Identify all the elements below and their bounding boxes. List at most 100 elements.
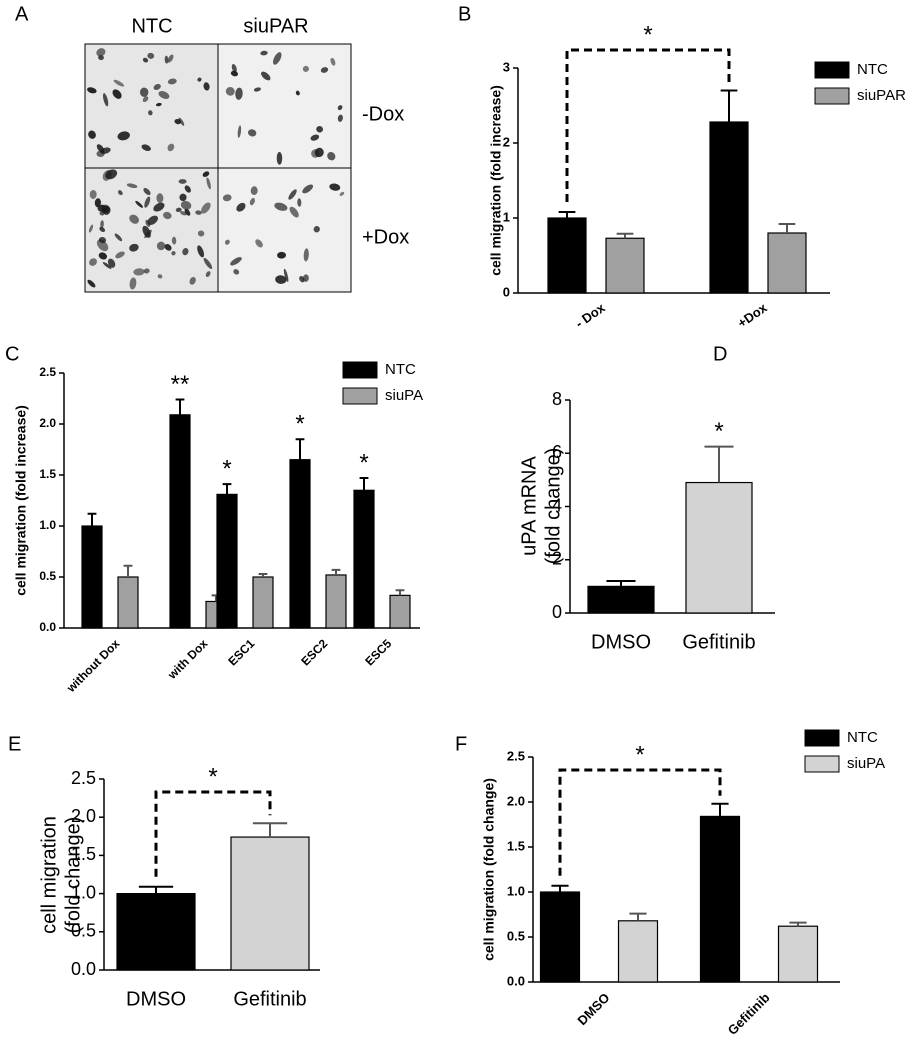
bar: [777, 925, 819, 983]
legend-swatch: [804, 755, 840, 773]
cell: [114, 233, 123, 242]
cell: [98, 252, 108, 260]
cell: [203, 257, 213, 270]
cell: [237, 125, 242, 138]
legend-swatch: [342, 387, 378, 405]
cell: [253, 87, 261, 92]
error-bar: [558, 211, 576, 218]
cell: [99, 226, 106, 232]
error-bar: [395, 589, 405, 596]
cell: [249, 197, 255, 206]
cell: [144, 196, 151, 208]
cell: [299, 276, 305, 283]
micrographs: [84, 43, 352, 293]
y-tick-label: 2.0: [39, 416, 56, 430]
bar: [617, 920, 659, 983]
cell: [147, 52, 155, 59]
cell: [337, 114, 343, 122]
error-bar: [258, 572, 268, 577]
y-axis-label: (fold change): [542, 448, 564, 565]
cell: [167, 143, 175, 152]
legend-label: NTC: [847, 729, 878, 746]
cell: [129, 277, 137, 290]
y-tick-label: 2.0: [71, 806, 96, 826]
bar: [547, 217, 587, 294]
cell: [283, 268, 289, 282]
cell: [164, 244, 172, 251]
cell: [102, 93, 109, 107]
bar: [539, 891, 581, 983]
cell: [126, 183, 138, 189]
cell: [94, 198, 101, 208]
cell: [167, 78, 177, 85]
y-tick-label: 2.5: [507, 748, 525, 763]
cell: [100, 147, 111, 154]
cell: [260, 50, 268, 56]
x-tick-label: DMSO: [126, 988, 186, 1010]
y-tick-label: 1.0: [39, 518, 56, 532]
cell: [230, 257, 242, 266]
y-tick-label: 0.0: [71, 959, 96, 979]
cell: [311, 149, 320, 158]
cell: [143, 268, 150, 274]
micrograph: [217, 43, 352, 169]
error-bar: [87, 512, 97, 526]
error-bar: [551, 884, 569, 892]
error-bar: [629, 912, 647, 921]
cell: [156, 241, 166, 251]
x-tick-label: +Dox: [735, 300, 771, 331]
cell: [112, 89, 122, 99]
cell: [303, 248, 309, 262]
row-label: +Dox: [362, 226, 409, 248]
cell: [175, 207, 182, 213]
error-bar: [359, 477, 369, 491]
cell: [230, 70, 239, 77]
legend-label: NTC: [857, 61, 888, 78]
cell: [143, 188, 151, 196]
significance-bracket: [558, 768, 722, 876]
cell: [205, 271, 211, 277]
cell: [236, 202, 246, 212]
cell: [184, 185, 191, 193]
bar: [587, 585, 655, 614]
cell: [178, 179, 187, 184]
bar: [252, 576, 274, 629]
legend-label: siuPAR: [857, 87, 906, 104]
cell: [222, 194, 232, 202]
x-tick-label: DMSO: [574, 990, 612, 1028]
cell: [197, 230, 205, 237]
column-label: siuPAR: [243, 15, 308, 37]
bar: [116, 892, 196, 971]
legend-label: NTC: [385, 361, 416, 378]
cell: [87, 87, 97, 94]
cell: [233, 269, 240, 275]
significance-label: **: [171, 371, 190, 398]
y-axis-label: cell migration: [38, 816, 60, 934]
cell: [164, 55, 169, 64]
cell: [195, 210, 202, 215]
cell: [274, 202, 288, 211]
cell: [320, 67, 329, 73]
cell: [102, 170, 112, 181]
cell: [197, 245, 205, 258]
bar: [605, 237, 645, 294]
y-axis-label: cell migration (fold increase): [488, 85, 504, 276]
error-bar: [778, 223, 796, 233]
cell: [289, 206, 299, 218]
bar: [117, 576, 139, 629]
cell: [96, 48, 106, 57]
cell: [339, 191, 345, 196]
y-tick-label: 3: [503, 59, 510, 74]
significance-label: *: [208, 763, 217, 790]
bar: [685, 481, 753, 614]
x-tick-label: ESC5: [362, 636, 394, 668]
bar: [325, 574, 347, 629]
cell: [171, 236, 177, 245]
cell: [330, 57, 336, 66]
bar: [389, 594, 411, 629]
y-tick-label: 1.0: [71, 882, 96, 902]
cell: [174, 118, 182, 125]
cell: [156, 193, 164, 204]
cell: [115, 251, 125, 259]
